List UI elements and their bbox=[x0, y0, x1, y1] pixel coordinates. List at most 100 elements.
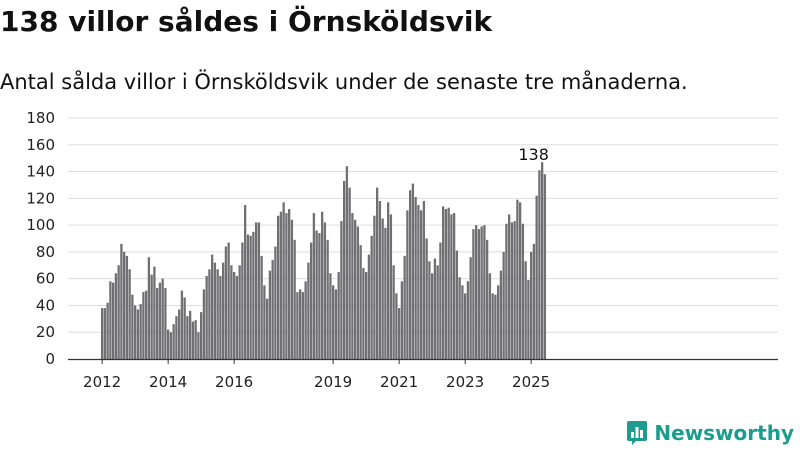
bar bbox=[447, 207, 450, 359]
bar bbox=[464, 293, 467, 359]
bar bbox=[532, 243, 536, 359]
x-tick-label: 2019 bbox=[314, 373, 352, 391]
bar bbox=[428, 261, 431, 359]
x-tick-label: 2025 bbox=[512, 373, 550, 391]
bar bbox=[224, 246, 228, 359]
bar bbox=[274, 246, 277, 359]
bar bbox=[142, 292, 145, 359]
bar bbox=[516, 199, 519, 359]
bar bbox=[370, 235, 373, 359]
bar bbox=[175, 316, 178, 359]
bar bbox=[106, 302, 109, 359]
bar bbox=[139, 304, 142, 359]
bar bbox=[351, 213, 354, 359]
bar bbox=[288, 209, 291, 359]
bar bbox=[524, 261, 527, 359]
bar bbox=[150, 274, 153, 359]
bar bbox=[323, 222, 327, 359]
bar bbox=[466, 281, 470, 359]
bar bbox=[189, 310, 192, 359]
bar bbox=[296, 292, 299, 359]
bar bbox=[285, 213, 288, 359]
bar bbox=[354, 219, 357, 359]
bar bbox=[263, 285, 266, 359]
bar bbox=[521, 223, 525, 359]
bar bbox=[219, 275, 222, 359]
bar bbox=[307, 262, 310, 359]
bar bbox=[497, 285, 500, 359]
bar bbox=[373, 215, 376, 359]
bar bbox=[167, 329, 170, 359]
bar bbox=[290, 219, 294, 359]
bar bbox=[345, 166, 349, 359]
bar bbox=[213, 262, 217, 359]
bar bbox=[109, 281, 112, 359]
bar bbox=[453, 213, 456, 359]
y-tick-label: 160 bbox=[26, 136, 55, 154]
bar bbox=[211, 254, 214, 359]
bar bbox=[483, 225, 486, 359]
bars bbox=[101, 162, 547, 359]
newsworthy-logo[interactable]: Newsworthy bbox=[626, 420, 794, 446]
bar bbox=[230, 265, 233, 359]
bar bbox=[458, 277, 461, 359]
bar bbox=[519, 202, 522, 359]
bar bbox=[392, 265, 395, 359]
bar bbox=[414, 196, 417, 359]
bar bbox=[422, 201, 426, 359]
y-tick-label: 40 bbox=[36, 296, 55, 314]
bar bbox=[494, 294, 497, 359]
bar bbox=[222, 262, 225, 359]
bar bbox=[164, 288, 167, 359]
bar bbox=[367, 254, 371, 359]
bar bbox=[475, 225, 478, 359]
bar bbox=[455, 250, 459, 359]
x-tick-label: 2012 bbox=[83, 373, 121, 391]
y-tick-label: 140 bbox=[26, 163, 55, 181]
chart-subtitle: Antal sålda villor i Örnsköldsvik under … bbox=[0, 70, 688, 94]
x-tick-label: 2014 bbox=[149, 373, 187, 391]
bar bbox=[161, 278, 164, 359]
bar bbox=[450, 214, 453, 359]
y-tick-label: 120 bbox=[26, 189, 55, 207]
bar bbox=[131, 294, 134, 359]
bar bbox=[425, 238, 428, 359]
bar bbox=[409, 190, 412, 359]
bar bbox=[246, 234, 250, 359]
bar bbox=[530, 251, 533, 359]
bar bbox=[178, 309, 181, 359]
y-tick-label: 20 bbox=[36, 323, 55, 341]
bar bbox=[356, 226, 360, 359]
bar-chart-logo-icon bbox=[627, 421, 648, 445]
bar bbox=[433, 258, 437, 359]
bar bbox=[282, 202, 285, 359]
y-tick-label: 180 bbox=[26, 109, 55, 127]
bar bbox=[486, 239, 489, 359]
brand-name: Newsworthy bbox=[654, 421, 794, 445]
bar bbox=[411, 183, 415, 359]
annotations: 138 bbox=[518, 145, 549, 164]
bar bbox=[279, 211, 283, 359]
bar bbox=[293, 239, 296, 359]
bar bbox=[172, 324, 175, 359]
bar bbox=[216, 269, 219, 359]
bar bbox=[103, 308, 107, 359]
bar bbox=[252, 231, 255, 359]
bar bbox=[158, 282, 162, 359]
bar bbox=[406, 210, 409, 359]
bar bbox=[145, 290, 148, 359]
bar bbox=[472, 229, 475, 359]
bar bbox=[128, 269, 131, 359]
bar bbox=[508, 214, 511, 359]
bar bbox=[461, 285, 464, 359]
bar bbox=[123, 251, 126, 359]
bar bbox=[439, 242, 442, 359]
bar bbox=[499, 270, 503, 359]
bar bbox=[136, 309, 140, 359]
bar bbox=[337, 271, 340, 359]
bar bbox=[194, 320, 197, 359]
bar bbox=[227, 242, 230, 359]
bar bbox=[315, 230, 318, 359]
x-tick-label: 2016 bbox=[215, 373, 253, 391]
bar bbox=[120, 243, 123, 359]
